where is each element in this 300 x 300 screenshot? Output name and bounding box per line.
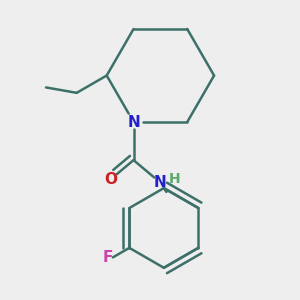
Text: O: O xyxy=(104,172,118,187)
Text: N: N xyxy=(127,115,140,130)
Text: F: F xyxy=(103,250,113,265)
Text: N: N xyxy=(154,175,166,190)
Text: H: H xyxy=(169,172,180,186)
